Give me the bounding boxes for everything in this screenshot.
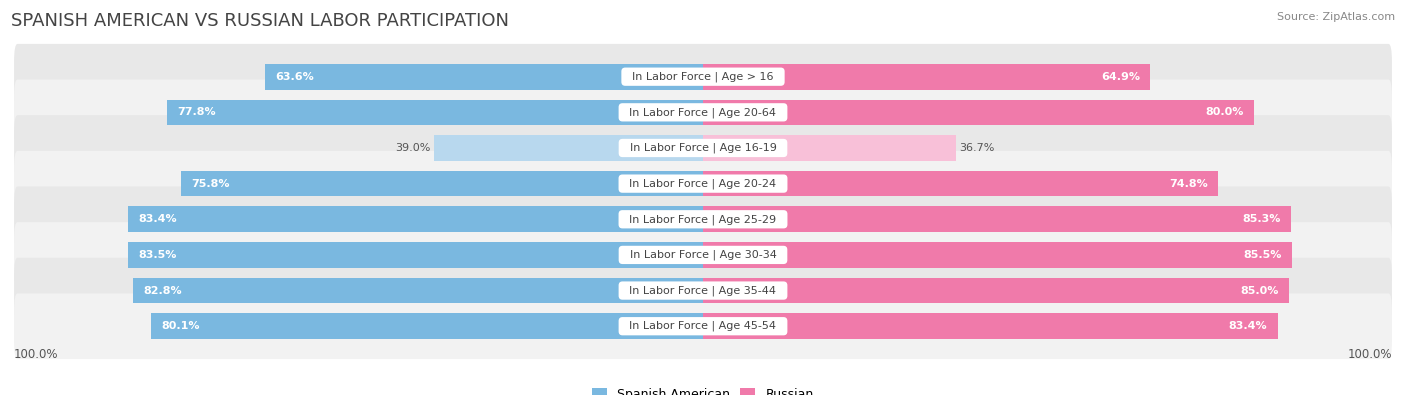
Text: 83.4%: 83.4% (1229, 321, 1267, 331)
FancyBboxPatch shape (14, 44, 1392, 109)
Bar (128, 207, 703, 232)
Bar (703, 100, 1254, 125)
Text: 83.5%: 83.5% (138, 250, 176, 260)
Bar (152, 313, 703, 339)
Text: 77.8%: 77.8% (177, 107, 217, 117)
Bar (703, 135, 956, 161)
Bar (703, 171, 1219, 196)
Bar (703, 242, 1292, 268)
Text: In Labor Force | Age 25-29: In Labor Force | Age 25-29 (623, 214, 783, 224)
Text: 80.1%: 80.1% (162, 321, 200, 331)
FancyBboxPatch shape (14, 258, 1392, 324)
Bar (167, 100, 703, 125)
FancyBboxPatch shape (14, 293, 1392, 359)
Text: In Labor Force | Age 45-54: In Labor Force | Age 45-54 (623, 321, 783, 331)
Text: Source: ZipAtlas.com: Source: ZipAtlas.com (1277, 12, 1395, 22)
Text: 80.0%: 80.0% (1205, 107, 1244, 117)
Bar (181, 171, 703, 196)
Text: 36.7%: 36.7% (959, 143, 994, 153)
Text: In Labor Force | Age > 16: In Labor Force | Age > 16 (626, 71, 780, 82)
FancyBboxPatch shape (14, 151, 1392, 216)
FancyBboxPatch shape (14, 222, 1392, 288)
Text: 100.0%: 100.0% (1347, 348, 1392, 361)
Legend: Spanish American, Russian: Spanish American, Russian (588, 383, 818, 395)
Text: 85.5%: 85.5% (1243, 250, 1282, 260)
Bar (434, 135, 703, 161)
Bar (264, 64, 703, 90)
Text: In Labor Force | Age 30-34: In Labor Force | Age 30-34 (623, 250, 783, 260)
Text: 39.0%: 39.0% (395, 143, 430, 153)
Text: 74.8%: 74.8% (1170, 179, 1208, 189)
Text: 85.3%: 85.3% (1241, 214, 1281, 224)
FancyBboxPatch shape (14, 186, 1392, 252)
Text: 64.9%: 64.9% (1101, 71, 1140, 82)
FancyBboxPatch shape (14, 79, 1392, 145)
Text: In Labor Force | Age 16-19: In Labor Force | Age 16-19 (623, 143, 783, 153)
FancyBboxPatch shape (14, 115, 1392, 181)
Text: 82.8%: 82.8% (143, 286, 181, 295)
Bar (703, 64, 1150, 90)
Text: In Labor Force | Age 35-44: In Labor Force | Age 35-44 (623, 285, 783, 296)
Bar (128, 242, 703, 268)
Text: 100.0%: 100.0% (14, 348, 59, 361)
Bar (132, 278, 703, 303)
Text: 63.6%: 63.6% (276, 71, 314, 82)
Text: 75.8%: 75.8% (191, 179, 229, 189)
Bar (703, 278, 1289, 303)
Text: In Labor Force | Age 20-64: In Labor Force | Age 20-64 (623, 107, 783, 118)
Text: 83.4%: 83.4% (139, 214, 177, 224)
Bar (703, 207, 1291, 232)
Text: SPANISH AMERICAN VS RUSSIAN LABOR PARTICIPATION: SPANISH AMERICAN VS RUSSIAN LABOR PARTIC… (11, 12, 509, 30)
Text: 85.0%: 85.0% (1240, 286, 1278, 295)
Text: In Labor Force | Age 20-24: In Labor Force | Age 20-24 (623, 179, 783, 189)
Bar (703, 313, 1278, 339)
